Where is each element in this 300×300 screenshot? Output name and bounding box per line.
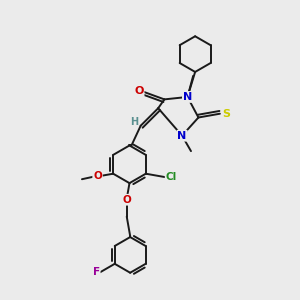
Text: F: F bbox=[93, 267, 100, 277]
Text: N: N bbox=[177, 131, 187, 141]
Text: O: O bbox=[134, 86, 144, 96]
Text: S: S bbox=[222, 109, 230, 119]
Text: Cl: Cl bbox=[166, 172, 177, 182]
Text: H: H bbox=[130, 117, 138, 127]
Text: O: O bbox=[122, 195, 131, 205]
Text: N: N bbox=[183, 92, 192, 102]
Text: O: O bbox=[93, 172, 102, 182]
